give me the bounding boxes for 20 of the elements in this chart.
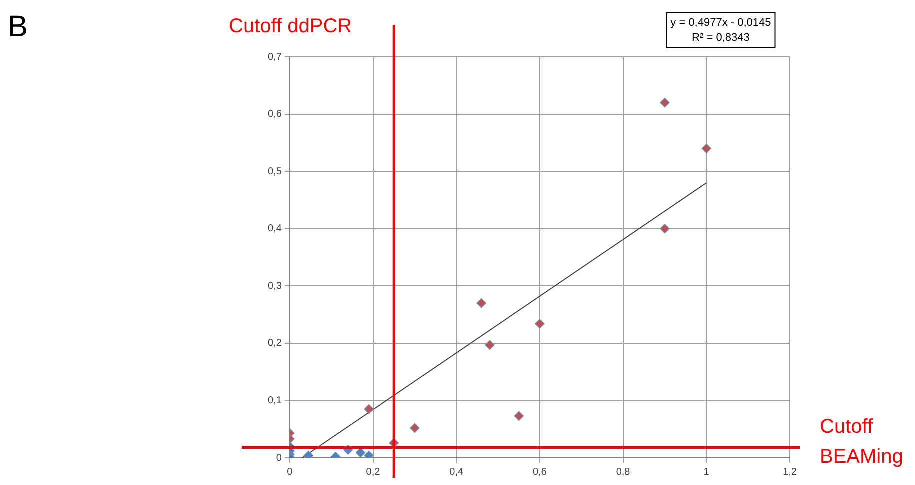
text: R² = 0,8343 (692, 32, 750, 44)
y-tick-label: 0,5 (268, 166, 282, 178)
ref-line-label: Cutoff ddPCR (229, 16, 352, 38)
y-tick-label: 0,3 (268, 280, 282, 292)
x-tick-label: 0,2 (366, 466, 381, 478)
y-tick-label: 0,4 (268, 224, 282, 235)
y-tick-label: 0,1 (268, 395, 282, 406)
x-tick-label: 0,6 (533, 466, 548, 478)
ref-line-label: Cutoff BEAMing (820, 416, 904, 468)
y-tick-label: 0,7 (268, 52, 282, 63)
x-tick-label: 1 (704, 466, 710, 478)
y-tick-label: 0,2 (268, 338, 282, 350)
y-tick-label: 0,6 (268, 109, 282, 120)
x-tick-label: 0 (287, 466, 294, 478)
text: y = 0,4977x - 0,0145 (670, 17, 772, 30)
x-tick-label: 1,2 (783, 466, 798, 478)
text: B (8, 10, 28, 44)
x-tick-label: 0,4 (450, 466, 464, 478)
x-tick-label: 0,8 (616, 466, 631, 478)
y-tick-label: 0 (276, 452, 282, 464)
